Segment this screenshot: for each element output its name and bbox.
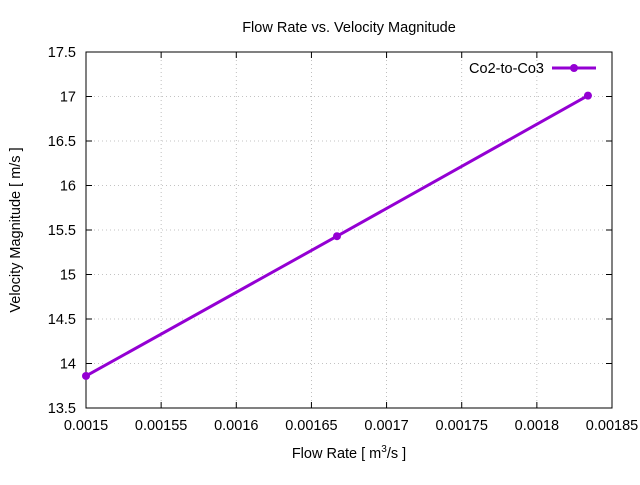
- y-tick-label: 15.5: [48, 223, 76, 239]
- data-point: [583, 91, 592, 100]
- axis-ticks: 0.0015 0.00155 0.0016 0.00165 0.0017 0.00175 0…: [48, 45, 638, 434]
- y-tick-label: 17.5: [48, 45, 76, 61]
- series-layer: [82, 91, 592, 380]
- x-axis-label-tail: /s ]: [387, 446, 406, 462]
- y-tick-label: 13.5: [48, 401, 76, 417]
- data-point: [332, 232, 341, 241]
- x-axis-label-superscript: 3: [381, 444, 387, 455]
- x-tick-label: 0.0016: [214, 418, 258, 434]
- legend: Co2-to-Co3: [469, 61, 596, 77]
- data-point: [82, 371, 90, 380]
- y-tick-label: 17: [60, 90, 76, 106]
- y-tick-label: 16: [60, 179, 76, 195]
- y-tick-label: 16.5: [48, 134, 76, 150]
- legend-marker: [570, 64, 578, 72]
- grid-lines: [86, 52, 612, 408]
- x-axis-label: Flow Rate [ m3/s ]: [292, 444, 406, 462]
- y-tick-label: 14.5: [48, 312, 76, 328]
- x-tick-label: 0.00185: [586, 418, 638, 434]
- chart-title: Flow Rate vs. Velocity Magnitude: [242, 20, 456, 36]
- x-tick-label: 0.0018: [515, 418, 559, 434]
- legend-label: Co2-to-Co3: [469, 61, 544, 77]
- y-axis-label: Velocity Magnitude [ m/s ]: [8, 147, 24, 312]
- x-tick-label: 0.00165: [285, 418, 337, 434]
- x-tick-label: 0.0017: [364, 418, 408, 434]
- y-tick-label: 14: [60, 357, 76, 373]
- x-tick-label: 0.00175: [436, 418, 488, 434]
- x-tick-label: 0.00155: [135, 418, 187, 434]
- y-tick-label: 15: [60, 268, 76, 284]
- x-axis-label-main: Flow Rate [ m: [292, 446, 381, 462]
- x-tick-label: 0.0015: [64, 418, 108, 434]
